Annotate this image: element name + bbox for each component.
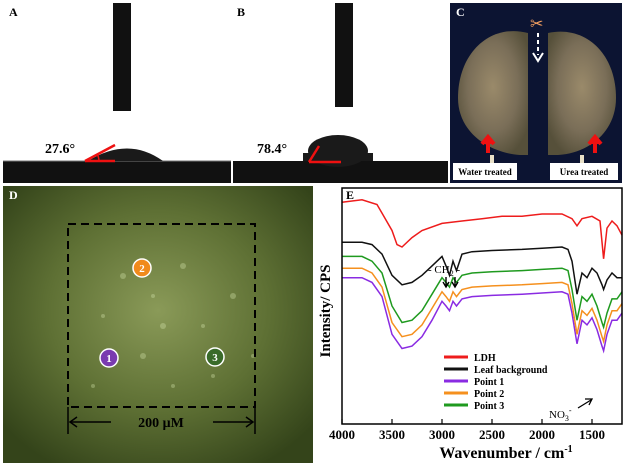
panel-e-label: E: [346, 188, 355, 202]
x-tick-label: 3000: [429, 427, 455, 442]
point-2-marker: [132, 258, 152, 278]
scissors-icon: ✂: [530, 16, 543, 33]
point-3-number: 3: [212, 352, 218, 364]
substrate: [3, 161, 231, 183]
arrow-down-icon: [451, 277, 459, 289]
urea-treated-caption: Urea treated: [560, 167, 608, 177]
series-layer: [341, 199, 623, 354]
arrow-right-icon: [245, 416, 255, 428]
x-axis-label: Wavenumber / cm-1: [439, 444, 572, 462]
arrow-up-icon: [480, 133, 496, 153]
leaf-left: [458, 31, 528, 155]
point-2-number: 2: [139, 263, 145, 275]
legend-label: LDH: [474, 353, 496, 364]
arrow-up-icon: [587, 133, 603, 153]
point-1-marker: [99, 348, 119, 368]
series-line-2: [342, 241, 622, 295]
no3-annotation: NO3-: [549, 406, 572, 423]
panel-d-label: D: [9, 188, 18, 202]
droplet: [88, 148, 163, 161]
series-line-1: [341, 199, 623, 259]
angle-line-1: [84, 143, 116, 163]
plot-frame: [341, 187, 623, 425]
panel-b-drawing: 78.4°: [233, 3, 448, 183]
panel-a-angle: 27.6°: [45, 142, 75, 157]
legend-label: Point 3: [474, 401, 504, 412]
needle: [335, 3, 353, 107]
point-1-number: 1: [106, 353, 112, 365]
legend-label: Point 1: [474, 377, 504, 388]
arrow-down-icon: [442, 277, 450, 289]
angle-line-1: [307, 145, 321, 163]
panel-a-label: A: [9, 5, 18, 19]
x-tick-label: 1500: [579, 427, 605, 442]
arrow-left-icon: [68, 416, 78, 428]
series-line-4: [342, 267, 623, 345]
leaf-right: [548, 31, 616, 155]
x-tick-label: 2500: [479, 427, 505, 442]
series-line-3: [342, 276, 623, 354]
texture: [91, 263, 255, 388]
series-line-5: [342, 255, 623, 330]
scale-bar-label: 200 μM: [138, 416, 184, 431]
panel-c-drawing: ✂ Water treated Urea treated: [453, 16, 618, 180]
panel-b-angle: 78.4°: [257, 142, 287, 157]
arrow-down-icon: [532, 52, 544, 63]
panel-a: 27.6° A: [3, 3, 231, 183]
x-tick-label: 3500: [379, 427, 405, 442]
panel-e: 4000 3500 3000 2500 2000 1500 Wavenumber / cm…: [316, 186, 625, 466]
y-axis-label: Intensity/ CPS: [318, 265, 334, 358]
x-tick-label: 4000: [329, 427, 355, 442]
panel-c-label: C: [456, 5, 465, 19]
point-3-marker: [205, 347, 225, 367]
arrow-icon: [577, 398, 594, 409]
legend-label: Point 2: [474, 389, 504, 400]
panel-c: ✂ Water treated Urea treated C: [450, 3, 622, 183]
panel-d: 200 μM 1 2 3 D: [3, 186, 313, 463]
x-tick-label: 2000: [529, 427, 555, 442]
ch2-annotation: - CH2 -: [428, 264, 460, 278]
tick-layer: 4000 3500 3000 2500 2000 1500: [329, 419, 605, 442]
panel-a-drawing: 27.6°: [3, 3, 231, 183]
substrate: [233, 161, 448, 183]
angle-arc: [96, 153, 100, 162]
scan-area: [67, 223, 256, 408]
water-treated-caption: Water treated: [458, 167, 511, 177]
panel-d-drawing: 200 μM 1 2 3: [3, 186, 313, 463]
legend-label: Leaf background: [474, 365, 548, 376]
panel-b: 78.4° B: [233, 3, 448, 183]
ftir-chart: 4000 3500 3000 2500 2000 1500 Wavenumber / cm…: [318, 187, 623, 462]
panel-b-label: B: [237, 5, 246, 19]
needle: [113, 3, 131, 111]
